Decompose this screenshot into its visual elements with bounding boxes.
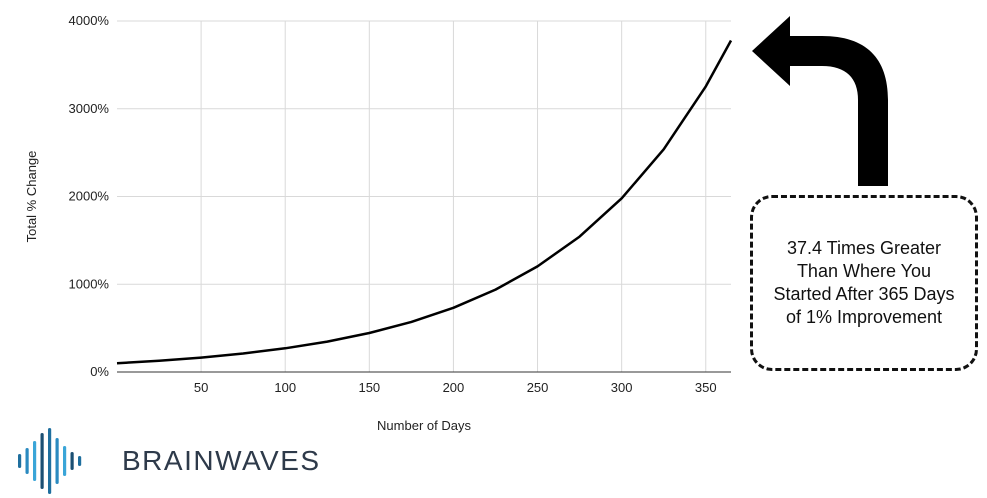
y-tick-label: 0% bbox=[90, 364, 109, 379]
x-tick-label: 250 bbox=[527, 380, 549, 395]
y-axis-title: Total % Change bbox=[24, 151, 39, 243]
soundwave-bar bbox=[33, 441, 37, 481]
x-axis-title: Number of Days bbox=[377, 418, 471, 433]
x-tick-label: 350 bbox=[695, 380, 717, 395]
arrow-icon bbox=[752, 16, 888, 186]
soundwave-bar bbox=[55, 438, 59, 484]
brand-logo: BRAINWAVES bbox=[14, 428, 321, 494]
y-tick-label: 3000% bbox=[69, 101, 110, 116]
soundwave-bar bbox=[18, 454, 22, 468]
callout-box: 37.4 Times Greater Than Where You Starte… bbox=[750, 195, 978, 371]
soundwave-bar bbox=[25, 448, 29, 474]
soundwave-bar bbox=[48, 428, 52, 494]
grid-lines bbox=[117, 20, 731, 372]
tick-labels: 0% 1000% 2000% 3000% 4000% 50 100 150 200 250 300 3… bbox=[69, 13, 717, 395]
y-tick-label: 4000% bbox=[69, 13, 110, 28]
series-line bbox=[116, 39, 733, 365]
x-tick-label: 50 bbox=[194, 380, 208, 395]
x-tick-label: 100 bbox=[274, 380, 296, 395]
soundwave-bar bbox=[70, 452, 74, 470]
soundwave-bar bbox=[40, 433, 44, 489]
soundwave-bar bbox=[78, 456, 82, 466]
brand-name: BRAINWAVES bbox=[122, 445, 321, 476]
callout-text: 37.4 Times Greater Than Where You Starte… bbox=[773, 238, 955, 327]
soundwave-bar bbox=[63, 446, 67, 476]
x-tick-label: 200 bbox=[443, 380, 465, 395]
x-tick-label: 300 bbox=[611, 380, 633, 395]
y-tick-label: 2000% bbox=[69, 189, 110, 204]
series-layer bbox=[116, 39, 733, 365]
y-tick-label: 1000% bbox=[69, 276, 110, 291]
x-tick-label: 150 bbox=[358, 380, 380, 395]
soundwave-icon bbox=[18, 428, 82, 494]
